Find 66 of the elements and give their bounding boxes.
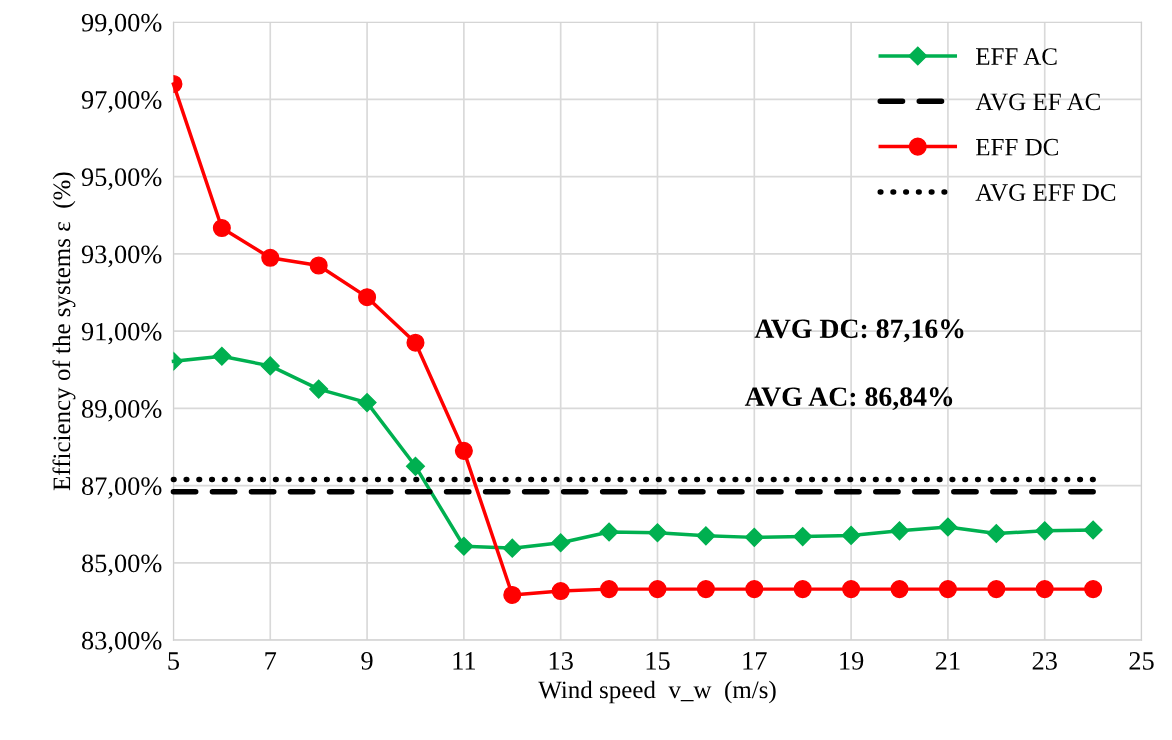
point [890, 580, 909, 599]
x-tick-label: 7 [265, 652, 277, 670]
legend-label: AVG EFF DC [975, 184, 1116, 202]
x-tick-label: 13 [549, 652, 573, 670]
point [1084, 580, 1103, 599]
point [309, 256, 328, 275]
point [454, 536, 474, 556]
point [793, 527, 813, 547]
point [405, 456, 426, 476]
x-tick-label: 21 [935, 652, 960, 670]
point [551, 582, 570, 601]
x-tick-label: 17 [743, 652, 767, 670]
point [358, 288, 377, 307]
point [1083, 520, 1103, 540]
point [842, 580, 861, 599]
legend-label: EFF DC [976, 138, 1058, 156]
point [648, 580, 667, 599]
point [502, 538, 522, 558]
x-axis-title: Wind speed v_w (m/s) [538, 680, 776, 704]
y-tick-label: 83,00% [81, 631, 162, 654]
point [841, 525, 861, 545]
point [599, 522, 619, 542]
y-tick-label: 99,00% [81, 13, 162, 36]
y-tick-label: 89,00% [81, 399, 162, 422]
point [309, 379, 329, 399]
x-tick-label: 9 [361, 652, 373, 670]
y-tick-label: 93,00% [81, 245, 162, 268]
annotation: AVG AC: 86,84% [744, 387, 953, 411]
point [696, 526, 716, 546]
point [1035, 580, 1054, 599]
annotation: AVG DC: 87,16% [754, 319, 964, 343]
x-tick-label: 23 [1032, 652, 1057, 670]
x-tick-label: 19 [840, 652, 864, 670]
x-tick-label: 15 [646, 652, 670, 670]
point [260, 356, 280, 376]
y-tick-label: 95,00% [81, 168, 162, 190]
point [406, 333, 425, 352]
point [938, 517, 958, 537]
point [212, 219, 231, 238]
point [454, 441, 473, 460]
y-tick-label: 87,00% [81, 477, 162, 499]
point [212, 346, 232, 366]
point [745, 580, 764, 599]
point [696, 580, 715, 599]
point [551, 533, 571, 553]
y-axis-title: Efficiency of the systems ε (%) [52, 172, 76, 491]
point [938, 580, 957, 599]
point [889, 521, 910, 541]
point [744, 527, 764, 547]
point [793, 580, 812, 599]
y-tick-label: 91,00% [81, 322, 162, 345]
point [503, 585, 522, 604]
legend-label: AVG EF AC [975, 93, 1100, 111]
point [986, 523, 1006, 544]
x-tick-label: 11 [453, 652, 475, 670]
legend-label: EFF AC [976, 48, 1057, 65]
point [600, 580, 619, 599]
point [647, 523, 668, 543]
x-tick-label: 25 [1129, 652, 1154, 670]
x-tick-label: 5 [168, 652, 180, 670]
y-tick-label: 85,00% [81, 554, 162, 577]
point [987, 580, 1006, 599]
point [261, 248, 280, 267]
point [357, 393, 377, 413]
point [1035, 521, 1055, 541]
y-tick-label: 97,00% [81, 91, 162, 113]
